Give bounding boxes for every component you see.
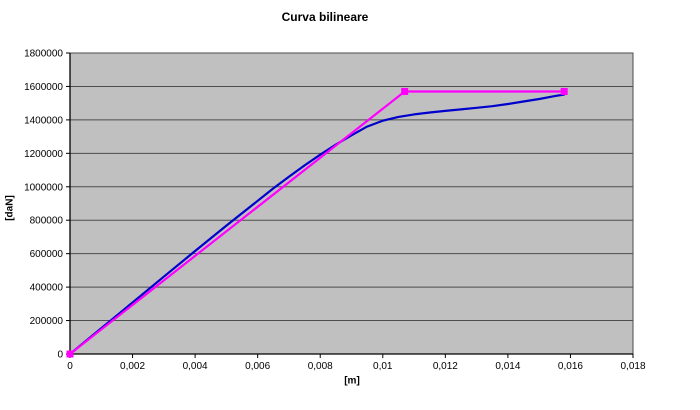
svg-text:0,012: 0,012 (433, 361, 458, 372)
svg-text:0,016: 0,016 (558, 361, 583, 372)
svg-text:0,006: 0,006 (245, 361, 270, 372)
svg-text:400000: 400000 (30, 283, 64, 294)
svg-text:0: 0 (67, 361, 73, 372)
chart-title: Curva bilineare (281, 10, 369, 24)
svg-text:1600000: 1600000 (24, 82, 63, 93)
x-axis-title: [m] (344, 375, 360, 387)
svg-text:1000000: 1000000 (24, 182, 63, 193)
svg-text:0,01: 0,01 (373, 361, 393, 372)
svg-text:0,018: 0,018 (620, 361, 645, 372)
svg-text:0: 0 (57, 350, 63, 361)
svg-text:0,004: 0,004 (183, 361, 208, 372)
svg-text:200000: 200000 (30, 316, 64, 327)
svg-text:1400000: 1400000 (24, 115, 63, 126)
y-axis-title: [daN] (4, 195, 16, 221)
svg-text:0,008: 0,008 (308, 361, 333, 372)
svg-text:1800000: 1800000 (24, 49, 63, 60)
svg-text:1200000: 1200000 (24, 149, 63, 160)
svg-text:0,002: 0,002 (120, 361, 145, 372)
svg-text:800000: 800000 (30, 216, 64, 227)
svg-text:600000: 600000 (30, 249, 64, 260)
svg-text:0,014: 0,014 (495, 361, 520, 372)
